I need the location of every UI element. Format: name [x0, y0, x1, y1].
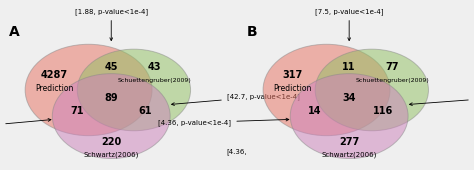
- Text: 277: 277: [339, 137, 359, 147]
- Text: 116: 116: [373, 106, 393, 116]
- Text: 77: 77: [385, 62, 399, 72]
- Text: 11: 11: [342, 62, 356, 72]
- Text: [1.88, p-value<1e-4]: [1.88, p-value<1e-4]: [75, 8, 148, 41]
- Text: 43: 43: [147, 62, 161, 72]
- Circle shape: [290, 74, 408, 158]
- Text: 71: 71: [71, 106, 84, 116]
- Text: [4.36,: [4.36,: [227, 149, 247, 155]
- Text: 220: 220: [101, 137, 121, 147]
- Text: Schwartz(2006): Schwartz(2006): [321, 152, 377, 158]
- Text: Schwartz(2006): Schwartz(2006): [83, 152, 139, 158]
- Text: Prediction: Prediction: [36, 84, 74, 93]
- Text: Schuettengruber(2009): Schuettengruber(2009): [118, 78, 191, 83]
- Text: 14: 14: [309, 106, 322, 116]
- Text: [7.5, p-value<1e-4]: [7.5, p-value<1e-4]: [315, 8, 383, 41]
- Text: [4.36, p-value<1e-4]: [4.36, p-value<1e-4]: [158, 118, 289, 126]
- Circle shape: [52, 74, 170, 158]
- Text: 4287: 4287: [41, 70, 68, 80]
- Text: 317: 317: [283, 70, 302, 80]
- Text: 61: 61: [138, 106, 152, 116]
- Circle shape: [315, 49, 428, 131]
- Text: [42.7, p-value<1e-4]: [42.7, p-value<1e-4]: [172, 93, 300, 105]
- Text: 45: 45: [104, 62, 118, 72]
- Text: 34: 34: [342, 93, 356, 103]
- Text: B: B: [247, 25, 258, 39]
- Circle shape: [25, 44, 152, 136]
- Text: A: A: [9, 25, 20, 39]
- Circle shape: [263, 44, 390, 136]
- Text: 89: 89: [104, 93, 118, 103]
- Text: Prediction: Prediction: [273, 84, 312, 93]
- Circle shape: [77, 49, 191, 131]
- Text: Schuettengruber(2009): Schuettengruber(2009): [356, 78, 429, 83]
- Text: [195.03, p-value<1e-4]: [195.03, p-value<1e-4]: [410, 93, 474, 106]
- Text: [1.21, p-value<4e-4]: [1.21, p-value<4e-4]: [0, 118, 51, 131]
